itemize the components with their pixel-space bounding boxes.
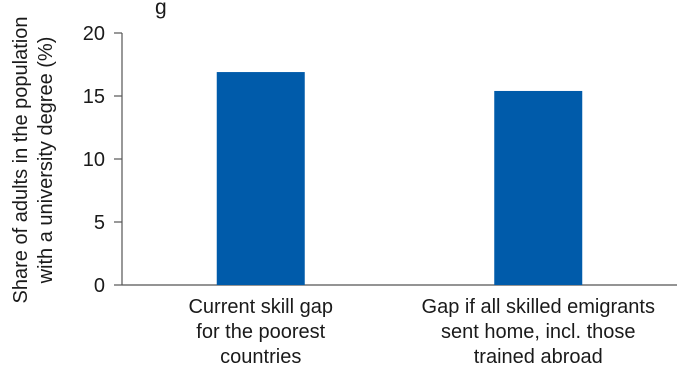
y-axis-label-line: with a university degree (%) <box>35 37 57 285</box>
y-tick-label: 10 <box>83 149 105 171</box>
x-tick-labels: Current skill gap for the poorest countrie… <box>188 296 654 368</box>
y-tick-label: 5 <box>94 212 105 234</box>
x-tick-label: trained abroad <box>474 346 603 368</box>
x-tick-label: for the poorest <box>196 321 325 343</box>
x-tick-label: sent home, incl. those <box>441 321 636 343</box>
y-tick-label: 0 <box>94 275 105 297</box>
x-tick-label: Gap if all skilled emigrants <box>422 296 655 318</box>
y-axis: 0 5 10 15 20 <box>83 23 677 297</box>
y-axis-label-line: Share of adults in the population <box>10 17 32 304</box>
bar <box>494 90 583 286</box>
x-tick-label: Current skill gap <box>188 296 333 318</box>
bar <box>216 72 305 285</box>
y-axis-label: Share of adults in the population with a … <box>10 17 57 304</box>
bars <box>216 72 583 286</box>
y-tick-label: 20 <box>83 23 105 45</box>
chart-title-fragment: g <box>155 0 167 19</box>
y-tick-label: 15 <box>83 86 105 108</box>
x-tick-label: countries <box>220 346 301 368</box>
